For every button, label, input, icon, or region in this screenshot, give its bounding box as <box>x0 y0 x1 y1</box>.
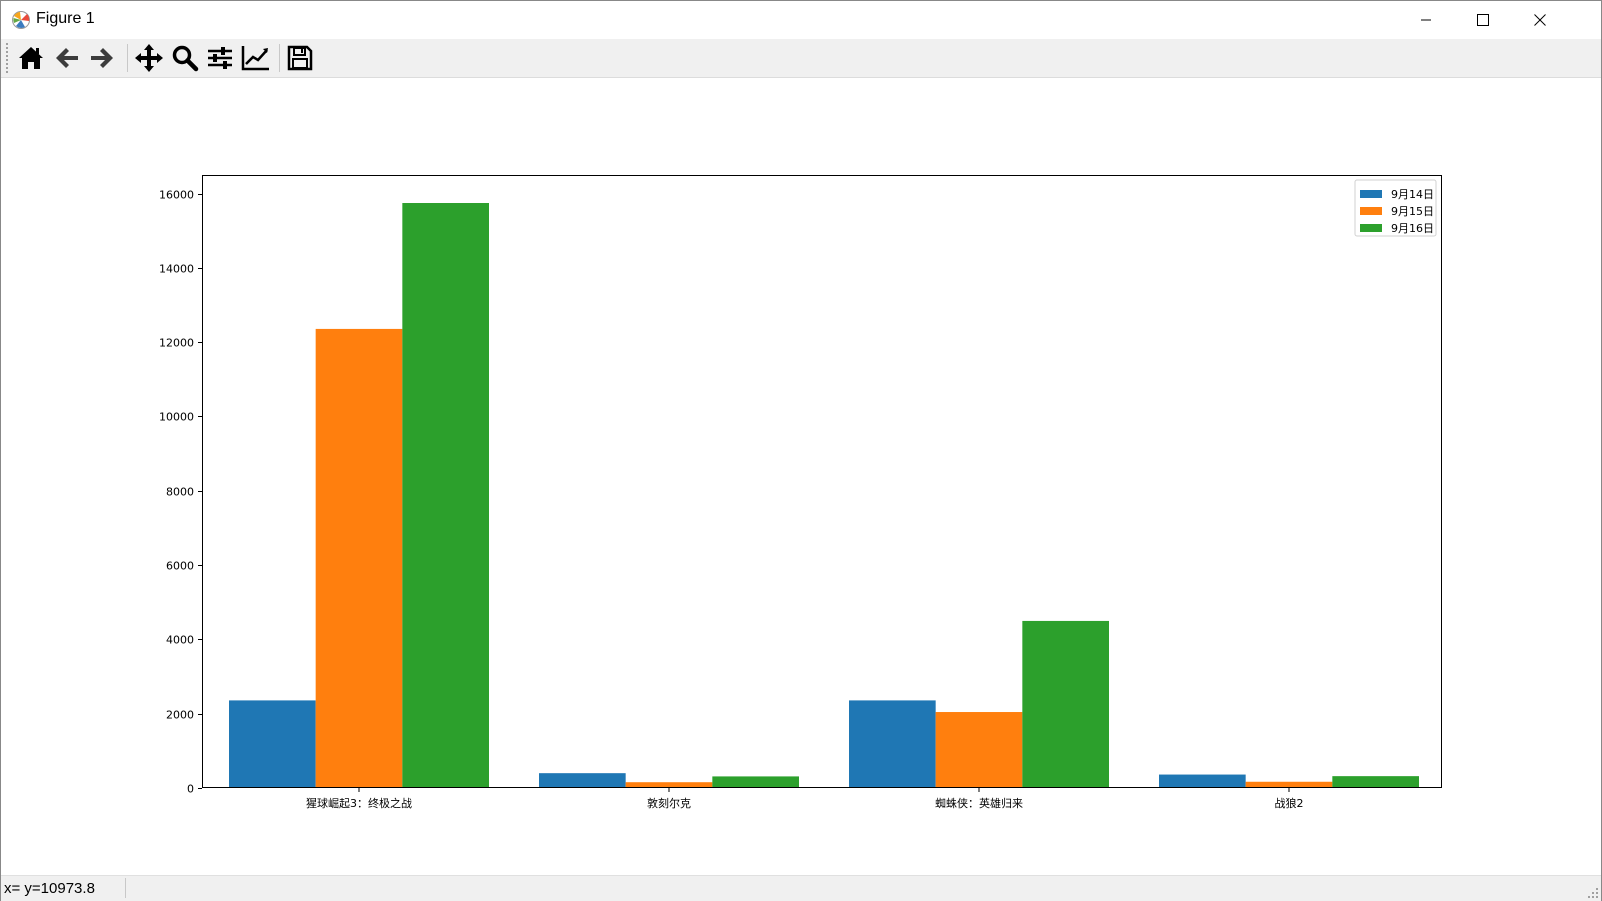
bar <box>1245 781 1333 788</box>
legend-label: 9月14日 <box>1391 188 1434 201</box>
move-icon <box>135 44 163 72</box>
bar <box>539 773 626 788</box>
magnifier-icon <box>172 45 199 72</box>
status-bar: x= y=10973.8 <box>1 875 1601 901</box>
zoom-button[interactable] <box>169 42 201 74</box>
status-separator <box>125 878 126 898</box>
bar <box>625 782 713 788</box>
pan-button[interactable] <box>133 42 165 74</box>
resize-grip-icon[interactable] <box>1587 887 1599 899</box>
bar <box>402 203 489 789</box>
arrow-right-icon <box>91 48 113 68</box>
close-icon <box>1534 14 1546 26</box>
title-bar[interactable]: Figure 1 <box>1 1 1601 39</box>
legend-swatch <box>1360 190 1382 198</box>
y-tick-label: 8000 <box>166 486 194 499</box>
forward-button[interactable] <box>86 42 118 74</box>
bar <box>229 700 316 788</box>
matplotlib-logo-icon <box>12 11 30 29</box>
arrow-left-icon <box>56 48 78 68</box>
toolbar-separator <box>127 44 128 72</box>
bar <box>935 712 1023 788</box>
y-tick-label: 14000 <box>159 263 194 276</box>
window-title: Figure 1 <box>36 10 95 27</box>
figure-canvas[interactable]: 0 2000 4000 6000 8000 10000 12000 14000 16000 猩球崛… <box>1 78 1601 875</box>
maximize-button[interactable] <box>1454 1 1512 39</box>
axes-frame <box>202 175 1442 788</box>
y-tick-label: 0 <box>187 783 194 796</box>
bar <box>1022 620 1109 788</box>
maximize-icon <box>1477 14 1489 26</box>
legend-swatch <box>1360 207 1382 215</box>
home-button[interactable] <box>15 42 47 74</box>
toolbar-separator <box>279 44 280 72</box>
y-tick-label: 2000 <box>166 709 194 722</box>
y-tick-label: 12000 <box>159 337 194 350</box>
legend-label: 9月16日 <box>1391 222 1434 235</box>
x-tick-label: 战狼2 <box>1275 796 1304 810</box>
edit-axes-button[interactable] <box>240 42 272 74</box>
navigation-toolbar <box>1 39 1601 78</box>
bar <box>1332 776 1419 788</box>
subplots-button[interactable] <box>204 42 236 74</box>
legend-swatch <box>1360 224 1382 232</box>
bar <box>1159 774 1246 788</box>
close-button[interactable] <box>1511 1 1569 39</box>
cursor-coordinates: x= y=10973.8 <box>4 880 95 897</box>
sliders-icon <box>208 47 232 69</box>
back-button[interactable] <box>51 42 83 74</box>
minimize-button[interactable] <box>1397 1 1455 39</box>
legend-label: 9月15日 <box>1391 205 1434 218</box>
y-tick-label: 10000 <box>159 411 194 424</box>
x-tick-label: 敦刻尔克 <box>647 796 691 810</box>
y-tick-label: 4000 <box>166 634 194 647</box>
x-tick-label: 猩球崛起3：终极之战 <box>306 796 412 810</box>
x-tick-label: 蜘蛛侠：英雄归来 <box>935 796 1023 810</box>
toolbar-grip[interactable] <box>6 43 8 73</box>
minimize-icon <box>1421 19 1431 21</box>
bar <box>712 776 799 788</box>
y-tick-label: 6000 <box>166 560 194 573</box>
floppy-disk-icon <box>287 45 313 71</box>
line-chart-icon <box>241 46 269 71</box>
bar <box>315 328 403 788</box>
y-tick-label: 16000 <box>159 189 194 202</box>
bar-chart: 0 2000 4000 6000 8000 10000 12000 14000 16000 猩球崛… <box>159 175 1442 810</box>
save-button[interactable] <box>284 42 316 74</box>
bar <box>849 700 936 788</box>
home-icon <box>19 47 43 69</box>
